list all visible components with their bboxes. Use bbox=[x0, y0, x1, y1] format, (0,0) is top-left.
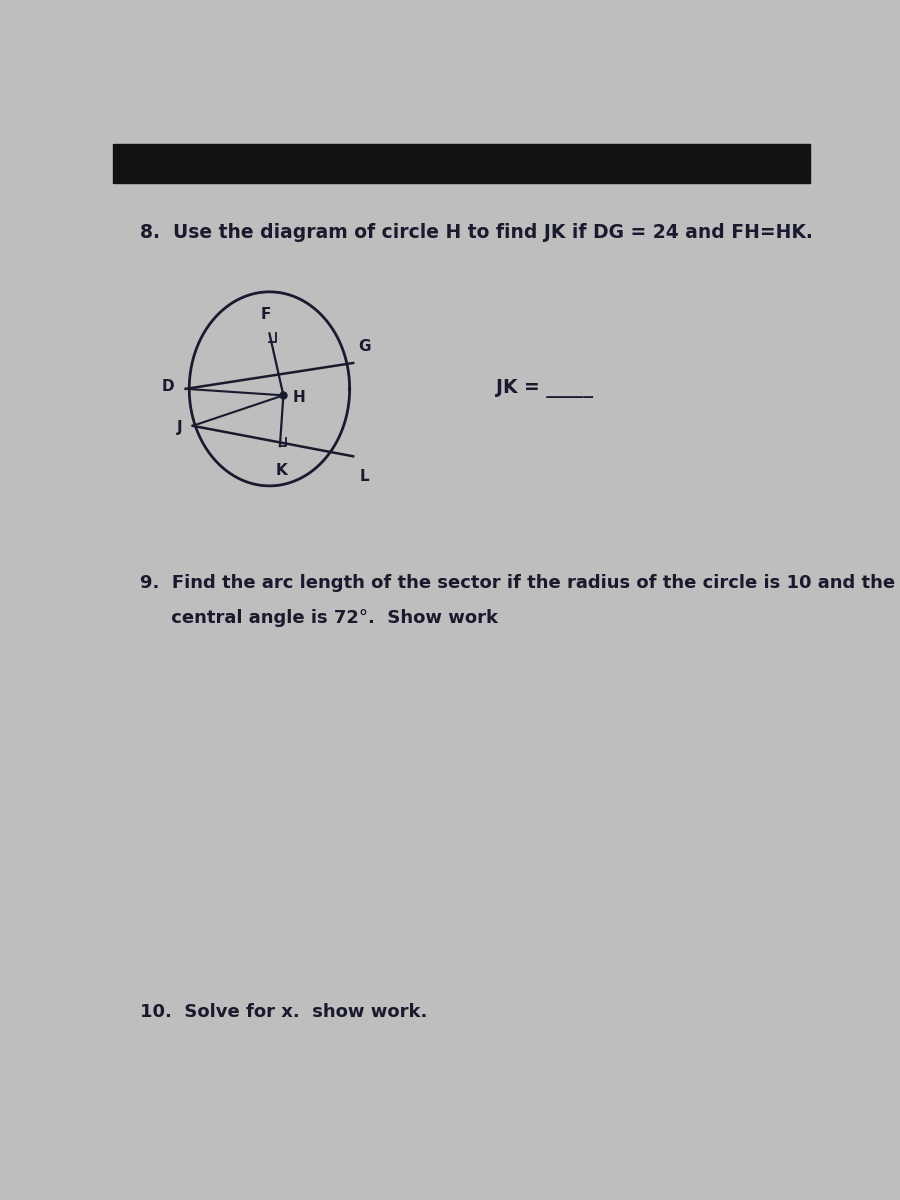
Text: H: H bbox=[292, 390, 305, 404]
Text: central angle is 72°.  Show work: central angle is 72°. Show work bbox=[140, 608, 499, 626]
Text: 9.  Find the arc length of the sector if the radius of the circle is 10 and the: 9. Find the arc length of the sector if … bbox=[140, 574, 896, 592]
Text: 8.  Use the diagram of circle H to find JK if DG = 24 and FH=HK.: 8. Use the diagram of circle H to find J… bbox=[140, 222, 814, 241]
Text: L: L bbox=[360, 469, 370, 485]
Text: F: F bbox=[261, 307, 271, 323]
Text: 10.  Solve for x.  show work.: 10. Solve for x. show work. bbox=[140, 1003, 428, 1021]
Bar bbox=[112, 144, 810, 182]
Text: K: K bbox=[275, 463, 287, 478]
Text: JK = _____: JK = _____ bbox=[496, 379, 593, 398]
Text: G: G bbox=[359, 338, 371, 354]
Text: J: J bbox=[177, 420, 183, 436]
Text: D: D bbox=[162, 378, 175, 394]
